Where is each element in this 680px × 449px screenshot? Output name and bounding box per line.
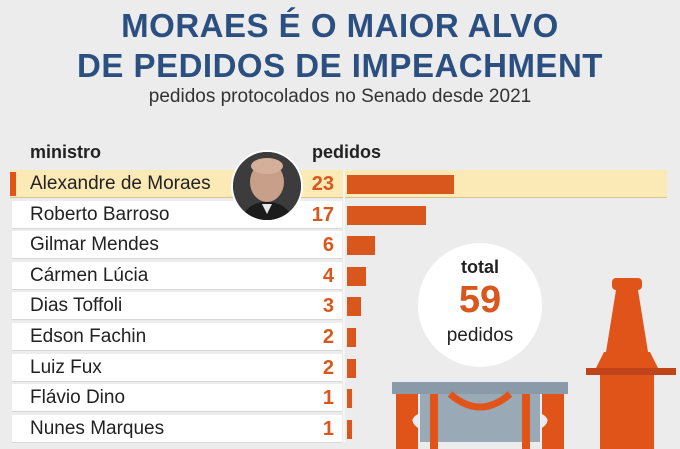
category-label: Edson Fachin: [30, 326, 147, 347]
bar: [347, 267, 366, 286]
column-header-requests: pedidos: [312, 142, 382, 162]
category-label: Nunes Marques: [30, 418, 165, 439]
table-row: [12, 231, 342, 259]
total-badge: total 59 pedidos: [418, 243, 542, 367]
table-row: [12, 292, 342, 320]
data-label: 17: [311, 204, 334, 226]
total-unit: pedidos: [446, 325, 514, 346]
highlighted-row: [10, 170, 667, 198]
table-row: [12, 262, 342, 290]
chart-title-line-1: MORAES É O MAIOR ALVO: [121, 7, 559, 44]
column-header-minister: ministro: [30, 142, 102, 162]
category-label: Roberto Barroso: [30, 204, 170, 225]
data-label: 1: [322, 387, 334, 409]
chart-title-line-2: DE PEDIDOS DE IMPEACHMENT: [77, 47, 603, 84]
bar: [347, 236, 375, 255]
total-label: total: [461, 257, 499, 277]
table-row: [12, 415, 342, 443]
category-label: Cármen Lúcia: [30, 265, 149, 286]
data-label: 4: [322, 265, 334, 287]
category-label: Flávio Dino: [30, 387, 126, 408]
total-value: 59: [458, 279, 502, 321]
bar-axis: [343, 170, 345, 442]
table-row: [12, 384, 342, 412]
bar: [347, 206, 426, 225]
data-label: 6: [322, 234, 334, 256]
bar: [347, 328, 356, 347]
bar: [347, 297, 361, 316]
table-row: [12, 354, 342, 382]
category-label: Luiz Fux: [30, 357, 102, 378]
data-label: 2: [322, 357, 334, 379]
data-label: 23: [311, 173, 334, 195]
bar: [347, 359, 356, 378]
category-label: Alexandre de Moraes: [30, 173, 211, 194]
chart-subtitle: pedidos protocolados no Senado desde 202…: [148, 86, 532, 107]
senate-chamber-illustration: [392, 278, 676, 449]
bar: [347, 389, 352, 408]
category-label: Dias Toffoli: [30, 295, 123, 316]
table-row: [12, 323, 342, 351]
data-label: 1: [322, 418, 334, 440]
data-label: 3: [322, 295, 334, 317]
minister-portrait: [233, 152, 301, 220]
highlight-marker: [10, 172, 16, 196]
category-label: Gilmar Mendes: [30, 234, 159, 255]
bar: [347, 420, 352, 439]
bar: [347, 175, 454, 194]
data-label: 2: [322, 326, 334, 348]
